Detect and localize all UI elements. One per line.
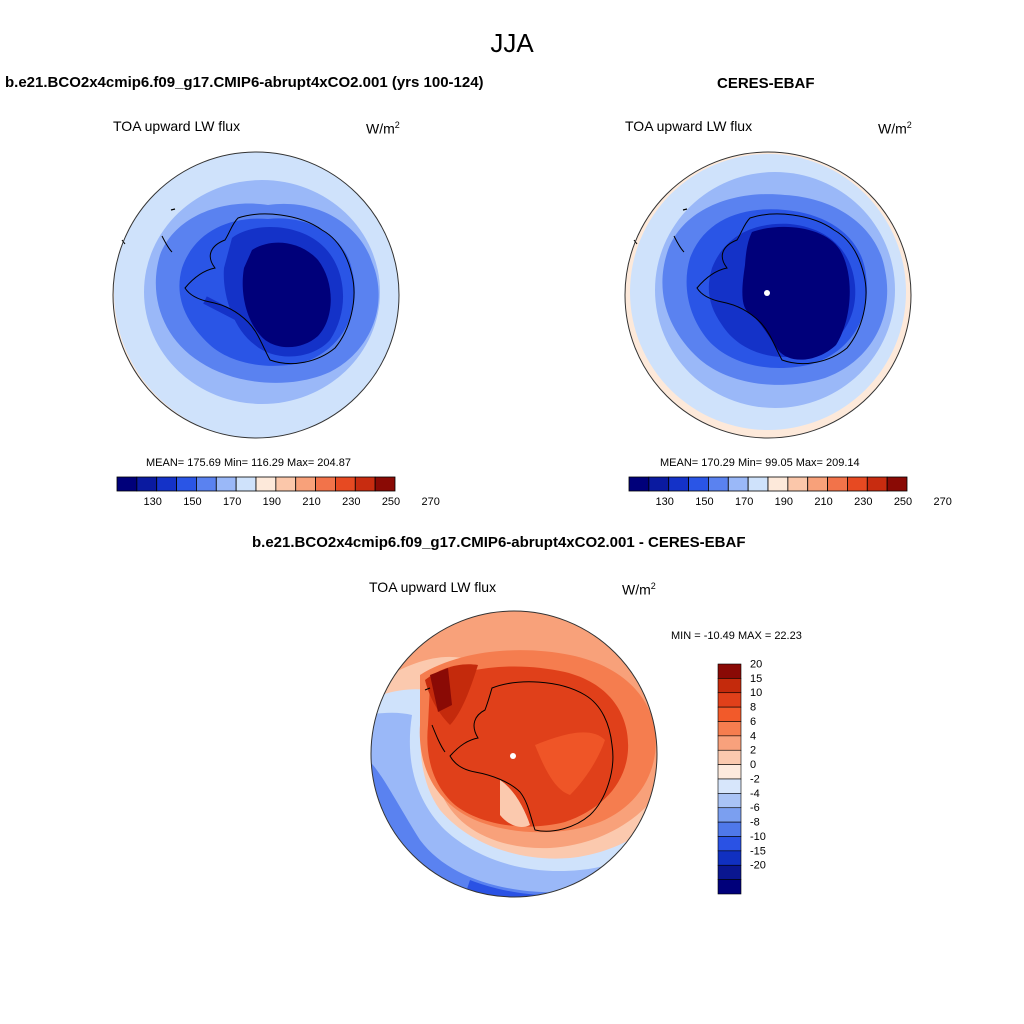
obs-colorbar-swatch — [668, 476, 689, 492]
obs-colorbar-swatch — [886, 476, 908, 492]
obs-colorbar-swatch — [847, 476, 868, 492]
obs-colorbar-swatch — [747, 476, 769, 492]
model-colorbar-swatch — [176, 476, 197, 492]
model-colorbar-tick-label: 210 — [302, 496, 320, 508]
model-colorbar-tick-label: 170 — [223, 496, 241, 508]
obs-stats: MEAN= 170.29 Min= 99.05 Max= 209.14 — [660, 457, 860, 469]
diff-colorbar-swatch — [717, 721, 742, 737]
obs-colorbar-swatch — [866, 476, 888, 492]
diff-colorbar-swatch — [717, 764, 742, 780]
diff-colorbar-tick-label: 20 — [750, 658, 762, 670]
model-colorbar-swatch — [374, 476, 396, 492]
page-title: JJA — [490, 28, 534, 58]
obs-panel-title: CERES-EBAF — [717, 75, 815, 92]
model-colorbar-swatch — [215, 476, 237, 492]
model-colorbar-tick-label: 150 — [183, 496, 201, 508]
obs-units-label: W/m2 — [878, 120, 912, 137]
obs-colorbar-tick-label: 270 — [934, 496, 952, 508]
model-colorbar-swatch — [156, 476, 177, 492]
diff-colorbar-swatch — [717, 706, 742, 722]
diff-colorbar-tick-label: 10 — [750, 687, 762, 699]
obs-colorbar-tick-label: 150 — [695, 496, 713, 508]
diff-units-label: W/m2 — [622, 581, 656, 598]
diff-colorbar-swatch — [717, 807, 742, 823]
model-colorbar: 130 150 170 190 210 230 250 270 — [116, 476, 440, 508]
obs-colorbar-tick-label: 190 — [775, 496, 793, 508]
obs-colorbar-swatch — [767, 476, 789, 492]
obs-colorbar-swatch — [787, 476, 809, 492]
diff-colorbar-swatch — [717, 749, 742, 765]
diff-map — [370, 610, 658, 898]
obs-colorbar-tick-label: 230 — [854, 496, 872, 508]
model-colorbar-swatch — [335, 476, 356, 492]
diff-colorbar-swatch — [717, 678, 742, 694]
obs-colorbar-swatch — [727, 476, 749, 492]
model-panel-title: b.e21.BCO2x4cmip6.f09_g17.CMIP6-abrupt4x… — [5, 74, 484, 91]
model-colorbar-tick-label: 190 — [263, 496, 281, 508]
model-colorbar-swatch — [196, 476, 217, 492]
model-colorbar-swatch — [136, 476, 158, 492]
diff-colorbar-swatch — [717, 836, 742, 852]
diff-colorbar-swatch — [717, 879, 742, 895]
diff-colorbar-swatch — [717, 821, 742, 837]
diff-colorbar-tick-label: -15 — [750, 845, 766, 857]
model-map — [112, 151, 400, 439]
obs-colorbar-swatch — [628, 476, 650, 492]
diff-colorbar-swatch — [717, 778, 742, 794]
model-colorbar-swatch — [235, 476, 257, 492]
obs-colorbar-tick-label: 170 — [735, 496, 753, 508]
diff-variable-label: TOA upward LW flux — [369, 579, 497, 595]
obs-colorbar-tick-label: 130 — [656, 496, 674, 508]
model-colorbar-swatch — [116, 476, 138, 492]
model-colorbar-swatch — [354, 476, 376, 492]
diff-colorbar-tick-label: -10 — [750, 831, 766, 843]
obs-colorbar-tick-label: 210 — [814, 496, 832, 508]
diff-colorbar-tick-label: 4 — [750, 730, 756, 742]
model-stats: MEAN= 175.69 Min= 116.29 Max= 204.87 — [146, 457, 351, 469]
obs-colorbar-swatch — [827, 476, 848, 492]
model-colorbar-swatch — [275, 476, 297, 492]
model-colorbar-tick-label: 130 — [144, 496, 162, 508]
diff-colorbar-tick-label: -8 — [750, 817, 760, 829]
diff-colorbar-swatch — [717, 793, 742, 809]
diff-colorbar-swatch — [717, 850, 742, 866]
diff-colorbar-swatch — [717, 735, 742, 751]
obs-colorbar-swatch — [807, 476, 828, 492]
diff-colorbar-swatch — [717, 864, 742, 880]
diff-colorbar-tick-label: 15 — [750, 673, 762, 685]
model-variable-label: TOA upward LW flux — [113, 118, 241, 134]
diff-colorbar-tick-label: -4 — [750, 788, 760, 800]
model-colorbar-swatch — [255, 476, 277, 492]
obs-colorbar-swatch — [688, 476, 709, 492]
diff-colorbar-tick-label: 0 — [750, 759, 756, 771]
obs-variable-label: TOA upward LW flux — [625, 118, 753, 134]
model-colorbar-tick-label: 230 — [342, 496, 360, 508]
obs-map — [624, 151, 912, 439]
diff-colorbar-tick-label: 6 — [750, 716, 756, 728]
model-units-label: W/m2 — [366, 120, 400, 137]
model-colorbar-swatch — [315, 476, 336, 492]
obs-colorbar: 130 150 170 190 210 230 250 270 — [628, 476, 952, 508]
diff-colorbar-tick-label: -20 — [750, 860, 766, 872]
diff-colorbar-swatch — [717, 663, 742, 679]
diff-colorbar-tick-label: 2 — [750, 745, 756, 757]
diff-panel-title: b.e21.BCO2x4cmip6.f09_g17.CMIP6-abrupt4x… — [252, 534, 746, 551]
model-colorbar-tick-label: 270 — [422, 496, 440, 508]
model-colorbar-swatch — [295, 476, 316, 492]
obs-colorbar-tick-label: 250 — [894, 496, 912, 508]
obs-colorbar-swatch — [648, 476, 670, 492]
diff-colorbar-tick-label: 8 — [750, 702, 756, 714]
diff-colorbar-swatch — [717, 692, 742, 708]
model-colorbar-tick-label: 250 — [382, 496, 400, 508]
obs-colorbar-swatch — [708, 476, 729, 492]
diff-stats: MIN = -10.49 MAX = 22.23 — [671, 630, 802, 642]
diff-colorbar-tick-label: -6 — [750, 802, 760, 814]
diff-colorbar-tick-label: -2 — [750, 773, 760, 785]
